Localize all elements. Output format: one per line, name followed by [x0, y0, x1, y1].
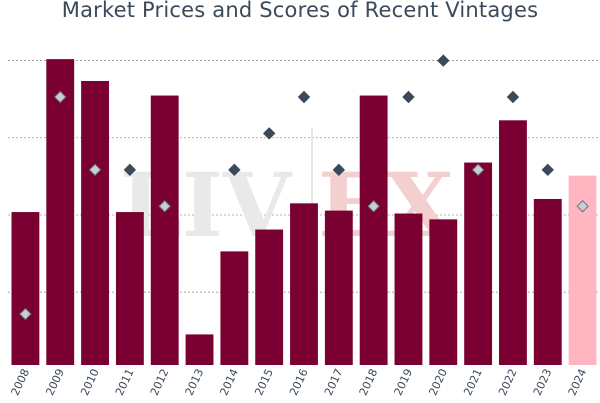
score-marker-2009 — [54, 90, 67, 104]
bar-2019 — [394, 213, 423, 365]
score-marker-2008 — [19, 307, 32, 321]
x-axis-tick-labels: 2008 2009 2010 2011 2012 2013 2014 2015 2016 2017… — [9, 367, 590, 398]
bar-2009 — [46, 59, 75, 366]
bar-2013 — [185, 334, 214, 365]
x-tick-label: 2013 — [183, 367, 207, 398]
x-tick-label: 2016 — [287, 367, 311, 398]
score-marker-2017 — [332, 163, 346, 177]
x-tick-label: 2017 — [322, 367, 346, 398]
score-marker-2024 — [576, 200, 589, 213]
x-tick-label: 2021 — [461, 367, 485, 398]
score-marker-2010 — [88, 163, 102, 177]
score-marker-2014 — [228, 163, 241, 177]
x-tick-label: 2024 — [566, 367, 590, 398]
score-marker-2011 — [123, 163, 137, 177]
score-marker-2015 — [262, 127, 276, 140]
x-tick-label: 2009 — [43, 367, 67, 398]
bar-2021 — [464, 162, 493, 365]
bar-2016 — [290, 203, 318, 365]
x-tick-label: 2020 — [426, 367, 450, 398]
x-tick-label: 2010 — [78, 367, 102, 398]
bar-2018 — [359, 95, 388, 365]
bar-series — [11, 59, 597, 366]
x-tick-label: 2011 — [113, 367, 137, 398]
bar-2015 — [255, 229, 284, 365]
x-tick-label: 2015 — [252, 367, 276, 398]
x-tick-label: 2014 — [217, 367, 241, 398]
score-marker-2023 — [541, 163, 554, 177]
x-tick-label: 2012 — [148, 367, 172, 398]
x-tick-label: 2018 — [357, 367, 381, 398]
score-marker-2019 — [402, 90, 415, 104]
bar-2022 — [499, 120, 527, 365]
bar-2008 — [11, 212, 40, 365]
score-marker-2012 — [158, 200, 171, 213]
score-marker-2020 — [437, 54, 450, 67]
score-marker-2022 — [506, 90, 520, 104]
bar-2010 — [81, 80, 109, 365]
x-tick-label: 2019 — [392, 367, 416, 398]
bar-2014 — [220, 251, 249, 365]
x-tick-label: 2022 — [496, 367, 520, 398]
score-markers — [19, 54, 589, 321]
chart-title: Market Prices and Scores of Recent Vinta… — [61, 0, 539, 22]
bar-2023 — [533, 198, 562, 365]
score-marker-2021 — [471, 163, 485, 177]
bar-2011 — [115, 212, 144, 365]
x-tick-label: 2023 — [531, 367, 555, 398]
bar-2012 — [150, 95, 179, 365]
bar-2017 — [324, 210, 353, 365]
bar-2020 — [429, 219, 458, 365]
score-marker-2018 — [367, 200, 380, 213]
x-tick-label: 2008 — [9, 367, 33, 398]
score-marker-2016 — [297, 90, 311, 104]
